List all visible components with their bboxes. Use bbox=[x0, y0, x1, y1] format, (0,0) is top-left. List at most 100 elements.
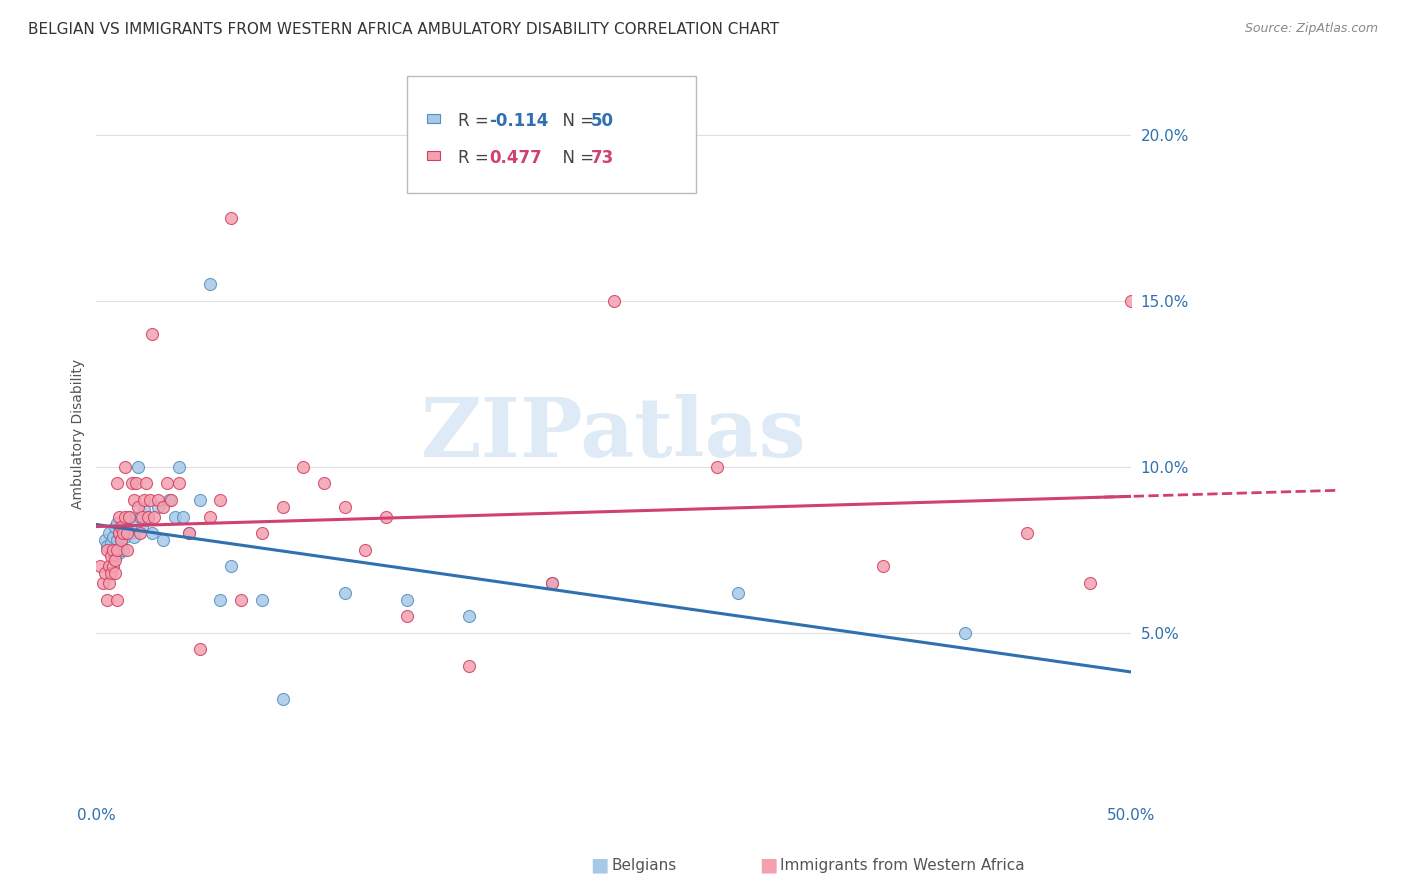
Point bbox=[104, 519, 127, 533]
Text: 73: 73 bbox=[591, 149, 614, 167]
Point bbox=[727, 586, 749, 600]
Point bbox=[160, 493, 183, 508]
FancyBboxPatch shape bbox=[427, 151, 440, 160]
Point bbox=[110, 533, 132, 547]
Point bbox=[108, 546, 131, 560]
Point bbox=[118, 509, 141, 524]
Point bbox=[395, 609, 418, 624]
Point bbox=[188, 493, 211, 508]
Point bbox=[132, 493, 155, 508]
Point bbox=[1326, 576, 1348, 591]
Point bbox=[198, 277, 221, 292]
Point bbox=[101, 529, 124, 543]
Point bbox=[104, 549, 127, 564]
Text: Immigrants from Western Africa: Immigrants from Western Africa bbox=[780, 858, 1025, 872]
Point bbox=[100, 536, 122, 550]
Point bbox=[250, 526, 273, 541]
Point bbox=[209, 592, 232, 607]
Point bbox=[124, 476, 146, 491]
Point bbox=[179, 526, 201, 541]
Point bbox=[104, 553, 127, 567]
Point bbox=[198, 509, 221, 524]
Point bbox=[292, 459, 315, 474]
Point bbox=[112, 526, 135, 541]
Point bbox=[955, 625, 977, 640]
Point bbox=[1202, 559, 1225, 574]
Text: ZIPatlas: ZIPatlas bbox=[420, 393, 807, 474]
Point bbox=[148, 500, 170, 514]
Point bbox=[105, 476, 128, 491]
Point bbox=[121, 526, 143, 541]
Point bbox=[141, 526, 163, 541]
FancyBboxPatch shape bbox=[406, 76, 696, 193]
Point bbox=[872, 559, 894, 574]
Point bbox=[101, 542, 124, 557]
Text: R =: R = bbox=[458, 112, 495, 130]
Point bbox=[1078, 576, 1101, 591]
Point bbox=[132, 503, 155, 517]
Point bbox=[110, 529, 132, 543]
Point bbox=[152, 533, 174, 547]
Point bbox=[540, 576, 562, 591]
Point bbox=[105, 592, 128, 607]
Point bbox=[209, 493, 232, 508]
Text: Source: ZipAtlas.com: Source: ZipAtlas.com bbox=[1244, 22, 1378, 36]
Text: -0.114: -0.114 bbox=[489, 112, 548, 130]
Point bbox=[114, 459, 136, 474]
Point bbox=[114, 529, 136, 543]
FancyBboxPatch shape bbox=[427, 114, 440, 123]
Point bbox=[93, 533, 115, 547]
Point bbox=[100, 546, 122, 560]
Point bbox=[93, 566, 115, 580]
Point bbox=[110, 540, 132, 554]
Point bbox=[105, 533, 128, 547]
Point bbox=[271, 692, 294, 706]
Text: N =: N = bbox=[551, 112, 599, 130]
Point bbox=[121, 476, 143, 491]
Point bbox=[118, 509, 141, 524]
Point bbox=[375, 509, 398, 524]
Point bbox=[179, 526, 201, 541]
Point bbox=[101, 559, 124, 574]
Point bbox=[117, 542, 139, 557]
Point bbox=[136, 509, 159, 524]
Point bbox=[96, 540, 118, 554]
Point bbox=[188, 642, 211, 657]
Point bbox=[97, 559, 120, 574]
Point bbox=[312, 476, 335, 491]
Point bbox=[143, 509, 166, 524]
Point bbox=[167, 459, 190, 474]
Point bbox=[128, 526, 150, 541]
Point bbox=[135, 476, 157, 491]
Point bbox=[1017, 526, 1039, 541]
Point bbox=[127, 500, 149, 514]
Point bbox=[97, 526, 120, 541]
Point bbox=[136, 509, 159, 524]
Point bbox=[395, 592, 418, 607]
Point bbox=[117, 526, 139, 541]
Point bbox=[457, 609, 479, 624]
Point bbox=[108, 526, 131, 541]
Point bbox=[128, 509, 150, 524]
Y-axis label: Ambulatory Disability: Ambulatory Disability bbox=[72, 359, 86, 508]
Point bbox=[91, 576, 114, 591]
Point bbox=[172, 509, 194, 524]
Point bbox=[167, 476, 190, 491]
Point bbox=[100, 566, 122, 580]
Text: ■: ■ bbox=[591, 855, 609, 875]
Point bbox=[231, 592, 253, 607]
Point bbox=[105, 540, 128, 554]
Text: 50: 50 bbox=[591, 112, 614, 130]
Point bbox=[89, 559, 111, 574]
Point bbox=[457, 659, 479, 673]
Point bbox=[117, 519, 139, 533]
Point bbox=[105, 516, 128, 531]
Point bbox=[122, 493, 145, 508]
Point bbox=[127, 459, 149, 474]
Point bbox=[219, 211, 242, 225]
Point bbox=[219, 559, 242, 574]
Point bbox=[96, 592, 118, 607]
Point bbox=[333, 500, 356, 514]
Text: N =: N = bbox=[551, 149, 599, 167]
Point bbox=[108, 526, 131, 541]
